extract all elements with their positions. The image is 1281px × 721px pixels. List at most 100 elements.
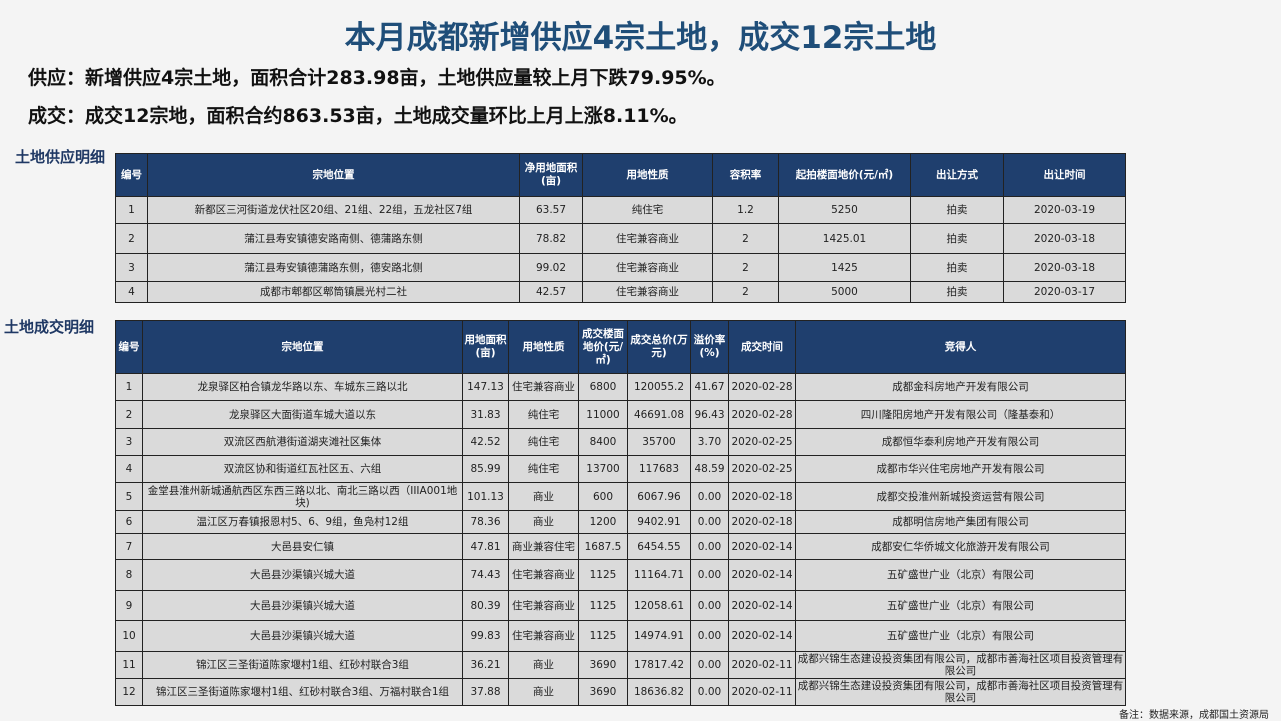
table-cell: 新都区三河街道龙伏社区20组、21组、22组，五龙社区7组 (147, 196, 520, 224)
deal-table: 编号 宗地位置 用地面积(亩) 用地性质 成交楼面地价(元/㎡) 成交总价(万元) 溢价率(… (115, 320, 1126, 706)
column-header: 成交时间 (728, 320, 796, 374)
supply-section-label: 土地供应明细 (15, 148, 106, 166)
column-header: 编号 (115, 153, 148, 197)
column-header: 出让方式 (910, 153, 1004, 197)
table-cell: 5250 (778, 196, 911, 224)
column-header: 起拍楼面地价(元/㎡) (778, 153, 911, 197)
table-cell: 3690 (578, 651, 628, 679)
table-cell: 11 (115, 651, 143, 679)
table-cell: 蒲江县寿安镇德安路南侧、德蒲路东侧 (147, 223, 520, 254)
table-row: 1 龙泉驿区柏合镇龙华路以东、车城东三路以北 147.13 住宅兼容商业 6800 120… (115, 373, 1126, 401)
deal-header-row: 编号 宗地位置 用地面积(亩) 用地性质 成交楼面地价(元/㎡) 成交总价(万元) 溢价率(… (115, 320, 1126, 374)
deal-summary: 成交：成交12宗地，面积合约863.53亩，土地成交量环比上月上涨8.11%。 (28, 105, 688, 127)
table-cell: 46691.08 (627, 400, 691, 429)
table-cell: 拍卖 (910, 253, 1004, 282)
table-cell: 2 (712, 223, 779, 254)
table-cell: 2 (712, 281, 779, 303)
table-cell: 2020-02-11 (728, 678, 796, 706)
table-cell: 1687.5 (578, 533, 628, 560)
supply-table: 编号 宗地位置 净用地面积(亩) 用地性质 容积率 起拍楼面地价(元/㎡) 出让方式 出让时间… (115, 153, 1126, 303)
table-cell: 蒲江县寿安镇德蒲路东侧，德安路北侧 (147, 253, 520, 282)
table-cell: 住宅兼容商业 (508, 373, 579, 401)
table-cell: 1425.01 (778, 223, 911, 254)
table-cell: 600 (578, 482, 628, 511)
table-cell: 大邑县沙渠镇兴城大道 (142, 590, 463, 621)
footnote: 备注：数据来源，成都国土资源局 (1119, 710, 1269, 721)
table-cell: 0.00 (690, 678, 729, 706)
table-cell: 2020-02-14 (728, 590, 796, 621)
table-cell: 五矿盛世广业（北京）有限公司 (795, 559, 1126, 591)
column-header: 宗地位置 (142, 320, 463, 374)
table-cell: 成都交投淮州新城投资运营有限公司 (795, 482, 1126, 511)
table-cell: 金堂县淮州新城通航西区东西三路以北、南北三路以西（IIIA001地块) (142, 482, 463, 511)
column-header: 用地性质 (582, 153, 713, 197)
table-row: 11 锦江区三圣街道陈家堰村1组、红砂村联合3组 36.21 商业 3690 17817.… (115, 651, 1126, 679)
table-cell: 1.2 (712, 196, 779, 224)
table-cell: 6800 (578, 373, 628, 401)
table-row: 9 大邑县沙渠镇兴城大道 80.39 住宅兼容商业 1125 12058.61 0.00 20… (115, 590, 1126, 621)
table-cell: 2020-03-18 (1003, 223, 1126, 254)
column-header: 溢价率(%) (690, 320, 729, 374)
table-cell: 大邑县安仁镇 (142, 533, 463, 560)
table-cell: 住宅兼容商业 (508, 559, 579, 591)
table-cell: 锦江区三圣街道陈家堰村1组、红砂村联合3组、万福村联合1组 (142, 678, 463, 706)
table-cell: 1125 (578, 620, 628, 652)
table-cell: 9 (115, 590, 143, 621)
table-cell: 80.39 (462, 590, 509, 621)
table-cell: 成都金科房地产开发有限公司 (795, 373, 1126, 401)
table-cell: 12 (115, 678, 143, 706)
table-cell: 78.36 (462, 510, 509, 534)
deal-section-label: 土地成交明细 (4, 318, 95, 336)
table-cell: 6067.96 (627, 482, 691, 511)
table-cell: 147.13 (462, 373, 509, 401)
table-cell: 78.82 (519, 223, 583, 254)
table-cell: 龙泉驿区大面街道车城大道以东 (142, 400, 463, 429)
table-cell: 1125 (578, 590, 628, 621)
table-cell: 7 (115, 533, 143, 560)
table-cell: 10 (115, 620, 143, 652)
table-cell: 0.00 (690, 651, 729, 679)
table-cell: 商业 (508, 482, 579, 511)
table-cell: 99.02 (519, 253, 583, 282)
table-cell: 2020-02-18 (728, 482, 796, 511)
table-cell: 五矿盛世广业（北京）有限公司 (795, 590, 1126, 621)
table-cell: 拍卖 (910, 196, 1004, 224)
table-cell: 85.99 (462, 455, 509, 483)
table-cell: 纯住宅 (582, 196, 713, 224)
column-header: 容积率 (712, 153, 779, 197)
table-row: 5 金堂县淮州新城通航西区东西三路以北、南北三路以西（IIIA001地块) 101.… (115, 482, 1126, 511)
table-cell: 成都恒华泰利房地产开发有限公司 (795, 428, 1126, 456)
table-cell: 36.21 (462, 651, 509, 679)
table-cell: 住宅兼容商业 (508, 620, 579, 652)
table-cell: 120055.2 (627, 373, 691, 401)
table-cell: 商业 (508, 678, 579, 706)
table-cell: 商业 (508, 651, 579, 679)
table-cell: 117683 (627, 455, 691, 483)
table-cell: 0.00 (690, 559, 729, 591)
table-cell: 五矿盛世广业（北京）有限公司 (795, 620, 1126, 652)
table-cell: 2020-02-25 (728, 455, 796, 483)
table-row: 7 大邑县安仁镇 47.81 商业兼容住宅 1687.5 6454.55 0.00 2020-… (115, 533, 1126, 560)
table-cell: 大邑县沙渠镇兴城大道 (142, 559, 463, 591)
table-cell: 锦江区三圣街道陈家堰村1组、红砂村联合3组 (142, 651, 463, 679)
table-cell: 12058.61 (627, 590, 691, 621)
table-cell: 成都明信房地产集团有限公司 (795, 510, 1126, 534)
table-cell: 48.59 (690, 455, 729, 483)
table-cell: 2 (115, 223, 148, 254)
table-row: 10 大邑县沙渠镇兴城大道 99.83 住宅兼容商业 1125 14974.91 0.00 2… (115, 620, 1126, 652)
column-header: 成交总价(万元) (627, 320, 691, 374)
table-cell: 17817.42 (627, 651, 691, 679)
table-cell: 4 (115, 455, 143, 483)
table-cell: 63.57 (519, 196, 583, 224)
column-header: 竞得人 (795, 320, 1126, 374)
table-cell: 住宅兼容商业 (508, 590, 579, 621)
table-cell: 住宅兼容商业 (582, 253, 713, 282)
table-cell: 2020-02-14 (728, 620, 796, 652)
table-row: 2 龙泉驿区大面街道车城大道以东 31.83 纯住宅 11000 46691.08 96.4… (115, 400, 1126, 429)
column-header: 用地性质 (508, 320, 579, 374)
supply-summary: 供应：新增供应4宗土地，面积合计283.98亩，土地供应量较上月下跌79.95%… (28, 67, 726, 89)
table-cell: 2 (115, 400, 143, 429)
table-cell: 2020-02-14 (728, 559, 796, 591)
page-title: 本月成都新增供应4宗土地，成交12宗土地 (344, 20, 937, 56)
table-cell: 2020-03-18 (1003, 253, 1126, 282)
